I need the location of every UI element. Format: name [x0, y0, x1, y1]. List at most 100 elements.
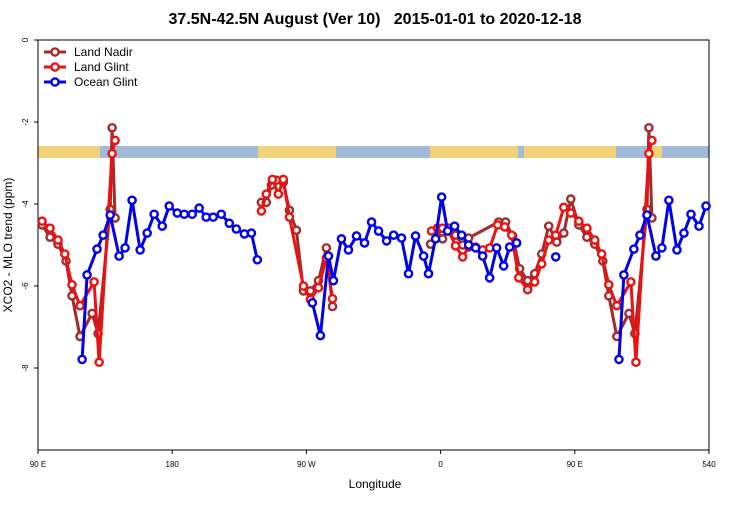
data-point — [45, 223, 55, 233]
data-point — [558, 228, 569, 238]
data-point — [164, 201, 175, 211]
data-point — [418, 251, 429, 261]
data-point — [107, 122, 117, 133]
data-point — [359, 238, 370, 248]
data-point — [224, 218, 235, 229]
plot-frame — [37, 39, 710, 451]
data-point — [278, 174, 289, 185]
data-point — [596, 249, 607, 259]
data-point — [231, 224, 242, 234]
data-point — [642, 210, 652, 220]
y-axis-label: XCO2 - MLO trend (ppm) — [1, 178, 15, 313]
data-point — [651, 251, 661, 261]
data-point — [694, 221, 704, 231]
land-strip — [258, 146, 336, 158]
y-tick-label: -2 — [21, 118, 30, 126]
x-tick-label: 90 W — [297, 460, 316, 469]
data-point — [53, 235, 63, 245]
data-point — [37, 216, 47, 227]
data-point — [614, 354, 624, 365]
x-tick-label: 540 — [702, 460, 716, 469]
data-point — [127, 195, 137, 206]
data-point — [430, 234, 441, 244]
data-point — [449, 221, 460, 231]
data-point — [543, 235, 554, 245]
data-point — [373, 226, 384, 236]
data-point — [343, 245, 354, 255]
data-point — [135, 245, 145, 255]
data-point — [477, 251, 488, 261]
data-point — [315, 330, 326, 341]
legend-label: Land Nadir — [74, 45, 133, 59]
data-point — [92, 244, 102, 254]
data-point — [208, 212, 219, 222]
data-point — [499, 222, 510, 232]
y-tick-label: -4 — [21, 200, 30, 208]
data-point — [582, 232, 592, 243]
data-point — [679, 228, 689, 238]
data-point — [298, 281, 309, 291]
legend-label: Ocean Glint — [74, 75, 138, 89]
data-point — [273, 189, 284, 199]
data-point — [403, 268, 414, 279]
data-point — [565, 208, 576, 218]
data-point — [686, 209, 696, 220]
data-point — [647, 135, 657, 146]
y-tick-label: -8 — [21, 364, 30, 372]
y-tick-label: -6 — [21, 282, 30, 290]
data-point — [513, 272, 524, 283]
data-point — [388, 230, 399, 240]
data-point — [216, 209, 227, 220]
data-point — [504, 242, 515, 252]
legend-marker — [50, 77, 60, 87]
land-strip — [430, 146, 518, 158]
map-strip — [38, 146, 709, 158]
data-point — [321, 243, 332, 253]
y-tick-label: 0 — [21, 37, 30, 42]
data-point — [589, 235, 600, 245]
data-point — [261, 189, 272, 199]
data-point — [98, 230, 108, 240]
data-point — [457, 252, 468, 262]
data-point — [498, 261, 509, 271]
data-point — [536, 259, 547, 269]
data-point — [110, 135, 120, 146]
data-point — [543, 221, 554, 231]
data-point — [603, 279, 614, 290]
data-point — [644, 148, 654, 159]
data-point — [327, 301, 338, 312]
data-point — [105, 210, 115, 220]
data-point — [470, 243, 481, 253]
data-point — [558, 202, 569, 213]
data-point — [410, 231, 421, 241]
data-point — [351, 231, 362, 241]
data-point — [442, 226, 453, 236]
data-point — [267, 174, 278, 185]
data-point — [89, 277, 99, 287]
data-point — [491, 243, 502, 253]
data-point — [60, 249, 70, 259]
data-point — [313, 282, 324, 293]
data-point — [626, 277, 636, 287]
data-point — [436, 192, 447, 202]
x-tick-label: 0 — [438, 460, 443, 469]
data-point — [635, 230, 645, 240]
data-point — [672, 245, 682, 255]
data-point — [644, 122, 654, 133]
data-point — [612, 300, 622, 311]
data-point — [701, 201, 711, 211]
data-point — [107, 148, 117, 159]
data-point — [619, 270, 629, 280]
data-point — [77, 354, 87, 365]
data-point — [629, 244, 639, 254]
data-point — [529, 277, 540, 287]
data-point — [307, 298, 318, 308]
data-point — [323, 251, 334, 261]
legend-marker — [50, 47, 60, 57]
plot-area: 90 E 180 90 W 0 90 E 540 0 -2 -4 -6 -8 — [21, 37, 716, 469]
data-point — [157, 221, 168, 231]
data-point — [252, 254, 263, 265]
data-point — [664, 195, 674, 206]
